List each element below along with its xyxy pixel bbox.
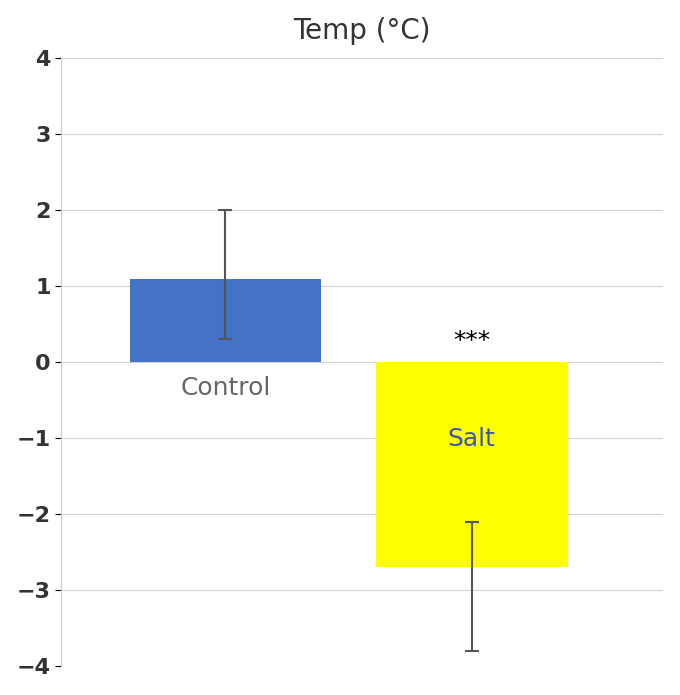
Text: Salt: Salt [448,427,496,451]
Title: Temp (°C): Temp (°C) [294,17,431,44]
Text: ***: *** [453,329,490,353]
Bar [376,362,568,568]
Bar [130,279,321,362]
Text: Control: Control [180,376,271,400]
